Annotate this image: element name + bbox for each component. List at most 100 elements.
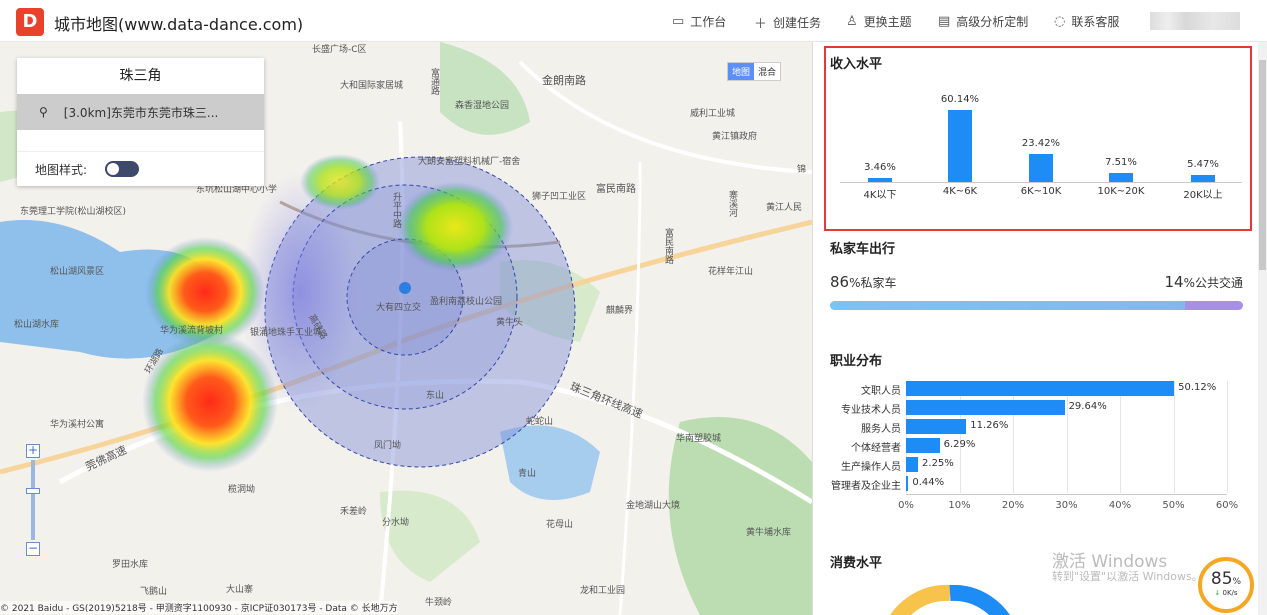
map-label: 长盛广场-C区 — [312, 45, 367, 55]
occupation-bar — [906, 381, 1175, 396]
map-label: 大朗安富塑料机械厂-宿舍 — [418, 157, 521, 167]
map-type-hybrid[interactable]: 混合 — [754, 63, 781, 80]
address-text: [3.0km]东莞市东莞市珠三... — [63, 105, 219, 120]
donut-segment — [949, 585, 1010, 615]
zoom-control: + − — [26, 444, 40, 559]
map-label: 蛇蛇山 — [526, 417, 554, 427]
nav-advanced-analysis[interactable]: ▤ 高级分析定制 — [938, 13, 1028, 30]
map-label: 东山 — [426, 391, 445, 401]
map-style-toggle[interactable] — [105, 161, 140, 177]
income-axis — [840, 182, 1242, 183]
map-label: 大有四立交 — [376, 303, 422, 313]
map-label: 分水坳 — [382, 518, 410, 528]
nav-contact-support[interactable]: ◌ 联系客服 — [1054, 13, 1119, 30]
network-gauge[interactable]: 85% ↓ 0K/s — [1198, 557, 1254, 613]
grid-line — [1120, 381, 1121, 493]
x-tick: 30% — [1055, 500, 1078, 511]
map-label: 松山湖水库 — [14, 320, 60, 330]
private-car-stat: 86%私家车 — [830, 273, 897, 291]
gauge-unit: % — [1232, 577, 1242, 587]
occupation-bar-label: 0.44% — [912, 477, 945, 488]
income-bar-label: 23.42% — [1021, 137, 1061, 149]
map-style-row: 地图样式: — [17, 151, 264, 186]
nav-change-theme[interactable]: ♙ 更换主题 — [846, 13, 912, 30]
nav-workbench[interactable]: ▭ 工作台 — [672, 13, 726, 30]
map-label: 寨溪河 — [727, 190, 737, 217]
map-label: 罗田水库 — [112, 560, 149, 570]
map-canvas[interactable]: 长盛广场-C区 大和国际家居城 富通路 金朗南路 森香湿地公园 威利工业城 黄江… — [0, 42, 812, 615]
app-title: 城市地图(www.data-dance.com) — [54, 15, 304, 34]
header: D 城市地图(www.data-dance.com) ▭ 工作台 ＋ 创建任务 ♙ 更… — [0, 0, 1267, 42]
region-title: 珠三角 — [119, 68, 162, 84]
user-avatar-blurred[interactable] — [1150, 12, 1240, 30]
occupation-category: 生产操作人员 — [841, 462, 901, 473]
public-transport-stat: 14%公共交通 — [1164, 273, 1243, 291]
scrollbar-thumb[interactable] — [1259, 60, 1266, 270]
gauge-speed: 0K/s — [1222, 589, 1238, 597]
private-fill — [830, 301, 1186, 310]
income-category: 10K~20K — [1097, 186, 1145, 197]
map-label: 黄牛头 — [496, 318, 524, 328]
nav-label: 创建任务 — [773, 16, 822, 30]
grid-line — [1227, 381, 1228, 493]
map-label: 大山寨 — [226, 585, 254, 595]
map-label: 银涌地珠手工业城 — [250, 328, 323, 338]
x-tick: 0% — [898, 500, 914, 511]
x-tick: 60% — [1215, 500, 1239, 511]
consumption-title: 消费水平 — [830, 556, 883, 571]
map-label: 花母山 — [546, 520, 574, 530]
map-label: 金朗南路 — [542, 74, 586, 87]
income-bar-label: 5.47% — [1187, 159, 1219, 171]
map-label: 富通路 — [429, 68, 439, 95]
income-category: 4K~6K — [942, 186, 978, 197]
income-bar-label: 3.46% — [864, 161, 896, 173]
income-title: 收入水平 — [830, 57, 883, 72]
grid-line — [906, 381, 907, 493]
x-tick: 20% — [1001, 500, 1025, 511]
address-item[interactable]: ⚲ [3.0km]东莞市东莞市珠三... — [17, 94, 264, 130]
zoom-in-button[interactable]: + — [26, 443, 40, 458]
zoom-slider[interactable] — [26, 460, 40, 540]
occupation-title: 职业分布 — [830, 354, 883, 369]
occupation-bar — [906, 400, 1065, 415]
occupation-bar — [906, 476, 909, 491]
map-label: 松山湖风景区 — [50, 267, 105, 277]
map-label: 威利工业城 — [690, 109, 736, 119]
occupation-category: 服务人员 — [861, 424, 901, 435]
map-label: 榄洞坳 — [228, 485, 256, 495]
map-label: 禾差岭 — [340, 507, 368, 517]
map-label: 森香湿地公园 — [455, 101, 510, 111]
zoom-out-button[interactable]: − — [26, 541, 40, 556]
panel-scrollbar[interactable] — [1258, 42, 1267, 615]
donut-segment — [890, 585, 951, 615]
occupation-bar-label: 2.25% — [922, 458, 954, 469]
map-graphics — [0, 42, 812, 615]
income-category: 20K以上 — [1183, 190, 1223, 201]
occupation-bar-label: 50.12% — [1178, 382, 1217, 393]
headset-icon: ◌ — [1054, 14, 1066, 29]
occupation-bar — [906, 457, 919, 472]
occupation-category: 个体经营者 — [851, 443, 901, 454]
occupation-bar — [906, 438, 940, 453]
car-ratio-bar — [830, 301, 1243, 310]
x-tick: 40% — [1108, 500, 1132, 511]
download-arrow-icon: ↓ — [1214, 589, 1221, 597]
occupation-category: 专业技术人员 — [841, 405, 901, 416]
x-tick: 10% — [948, 500, 971, 511]
x-tick: 50% — [1162, 500, 1185, 511]
grid-line — [1173, 381, 1175, 493]
public-fill — [1185, 301, 1243, 310]
grid-line — [1066, 381, 1068, 493]
map-label: 金地湖山大境 — [626, 501, 681, 511]
gauge-value: 85 — [1210, 569, 1233, 589]
public-label: 公共交通 — [1194, 276, 1243, 290]
map-type-map[interactable]: 地图 — [728, 63, 755, 80]
windows-watermark-title: 激活 Windows — [1052, 552, 1168, 572]
nav-create-task[interactable]: ＋ 创建任务 — [754, 13, 821, 32]
stats-panel — [812, 42, 1267, 615]
income-bar — [1191, 175, 1215, 182]
map-label: 牛颈岭 — [425, 598, 453, 608]
map-copyright: © 2021 Baidu - GS(2019)5218号 - 甲测资字11009… — [0, 601, 398, 614]
occupation-category: 文职人员 — [861, 386, 901, 397]
map-type-switch: 地图 混合 — [727, 62, 782, 81]
